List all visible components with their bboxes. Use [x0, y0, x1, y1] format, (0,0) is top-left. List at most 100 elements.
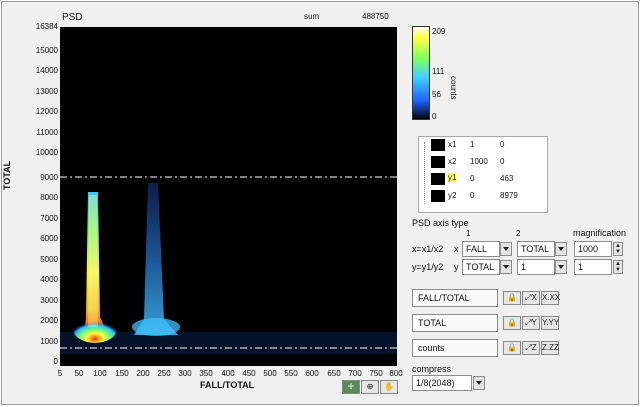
- x-autoscale-button[interactable]: ⤢X: [522, 291, 540, 305]
- axis-type-title: PSD axis type: [412, 218, 469, 228]
- colorbar-tick: 111: [432, 67, 445, 76]
- cursor-y1-swatch[interactable]: [431, 173, 445, 185]
- cursor-value: 1: [470, 140, 475, 149]
- x-denominator-select[interactable]: TOTAL: [517, 241, 555, 257]
- x-tick: 650: [327, 369, 341, 378]
- x-format-button[interactable]: X.XX: [541, 291, 560, 305]
- x-numerator-select[interactable]: FALL: [462, 241, 500, 257]
- y-tick: 13000: [35, 87, 58, 96]
- cursor-name[interactable]: y2: [448, 191, 457, 200]
- sum-label: sum: [304, 12, 320, 21]
- intensity-map: [60, 176, 397, 354]
- x-tick: 700: [348, 369, 362, 378]
- y-scale-name: TOTAL: [412, 314, 498, 332]
- y-tick: 14000: [35, 66, 58, 75]
- axis-type-col2: 2: [516, 229, 521, 238]
- y-autoscale-button[interactable]: ⤢Y: [522, 316, 540, 330]
- x-magnification-input[interactable]: 1000: [574, 241, 612, 257]
- y-tick: 9000: [40, 173, 58, 182]
- y-tick: 11000: [36, 128, 58, 137]
- cursor-name[interactable]: y1: [447, 173, 458, 182]
- x-tick: 5: [57, 369, 63, 378]
- x-tick: 400: [221, 369, 235, 378]
- autoscale-y-icon: ⤢Y: [525, 318, 537, 327]
- y-denominator-select[interactable]: 1: [517, 259, 555, 275]
- row-y-label: y=y1/y2: [412, 262, 444, 272]
- y-numerator-select[interactable]: TOTAL: [462, 259, 500, 275]
- lock-icon: 🔒: [507, 318, 517, 327]
- y-magnification-stepper[interactable]: ▲ ▼: [613, 260, 623, 274]
- chevron-down-icon[interactable]: [473, 376, 485, 390]
- colorbar-tick: 56: [432, 90, 441, 99]
- hand-icon: ✋: [384, 382, 394, 391]
- y-tick: 2000: [40, 316, 58, 325]
- y-tick: 4000: [40, 275, 58, 284]
- compress-label: compress: [412, 364, 452, 374]
- cursor-y2-swatch[interactable]: [431, 190, 445, 202]
- cursor-value: 0: [470, 191, 475, 200]
- y-tick: 5000: [40, 255, 58, 264]
- cursor-x2-swatch[interactable]: [431, 156, 445, 168]
- z-autoscale-button[interactable]: ⤢Z: [522, 341, 540, 355]
- crosshair-icon: ✛: [347, 382, 355, 391]
- cursor-value: 0: [470, 174, 475, 183]
- x-lock-button[interactable]: 🔒: [503, 291, 521, 305]
- legend-tree-line: [424, 142, 426, 204]
- cursor-value: 0: [500, 157, 505, 166]
- axis-type-col3: magnification: [573, 228, 627, 238]
- x-tick: 600: [305, 369, 319, 378]
- zoom-tool-button[interactable]: ⊕: [361, 380, 379, 394]
- y-format-button[interactable]: Y.YY: [541, 316, 559, 330]
- x-tick: 550: [284, 369, 298, 378]
- chevron-down-icon[interactable]: [555, 260, 567, 274]
- compress-select[interactable]: 1/8(2048): [412, 375, 472, 391]
- y-tick: 12000: [35, 107, 58, 116]
- x-tick: 300: [178, 369, 192, 378]
- y-tick: 16384: [35, 22, 58, 31]
- cursor-value: 1000: [470, 157, 488, 166]
- cursor-name[interactable]: x2: [448, 157, 457, 166]
- intensity-graph[interactable]: [60, 27, 397, 366]
- chevron-down-icon[interactable]: [500, 242, 512, 256]
- x-tick: 500: [263, 369, 277, 378]
- y-tick: 8000: [40, 193, 58, 202]
- y-tick: 7000: [40, 214, 58, 223]
- y-lock-button[interactable]: 🔒: [503, 316, 521, 330]
- y-magnification-input[interactable]: 1: [574, 259, 612, 275]
- x-tick: 450: [242, 369, 256, 378]
- x-tick: 50: [74, 369, 84, 378]
- sum-value: 488750: [362, 12, 389, 21]
- colorbar: [412, 26, 430, 120]
- cursor-name[interactable]: x1: [448, 140, 457, 149]
- row-x-label: x=x1/x2: [412, 244, 444, 254]
- x-tick: 750: [369, 369, 383, 378]
- autoscale-x-icon: ⤢X: [525, 293, 537, 302]
- y-tick: 0: [53, 357, 58, 366]
- autoscale-z-icon: ⤢Z: [525, 343, 537, 352]
- z-scale-name: counts: [412, 339, 498, 357]
- y-axis-label: TOTAL: [2, 160, 12, 190]
- row-y-axis: y: [454, 262, 459, 272]
- x-axis-label: FALL/TOTAL: [200, 380, 255, 390]
- x-magnification-stepper[interactable]: ▲ ▼: [613, 242, 623, 256]
- y-tick: 6000: [40, 234, 58, 243]
- x-tick: 250: [157, 369, 171, 378]
- y-tick: 3000: [40, 296, 58, 305]
- row-x-axis: x: [454, 244, 459, 254]
- z-lock-button[interactable]: 🔒: [503, 341, 521, 355]
- lock-icon: 🔒: [507, 343, 517, 352]
- x-scale-name: FALL/TOTAL: [412, 289, 498, 307]
- lock-icon: 🔒: [507, 293, 517, 302]
- x-tick: 100: [93, 369, 107, 378]
- colorbar-tick: 209: [432, 27, 446, 36]
- chevron-down-icon[interactable]: [500, 260, 512, 274]
- crosshair-tool-button[interactable]: ✛: [342, 380, 360, 394]
- cursor-x1-swatch[interactable]: [431, 139, 445, 151]
- x-tick: 800: [389, 369, 403, 378]
- x-tick: 200: [136, 369, 150, 378]
- pan-tool-button[interactable]: ✋: [380, 380, 398, 394]
- axis-type-col1: 1: [466, 229, 471, 238]
- chevron-down-icon[interactable]: [555, 242, 567, 256]
- cursor-value: 463: [500, 174, 514, 183]
- z-format-button[interactable]: Z.ZZ: [541, 341, 559, 355]
